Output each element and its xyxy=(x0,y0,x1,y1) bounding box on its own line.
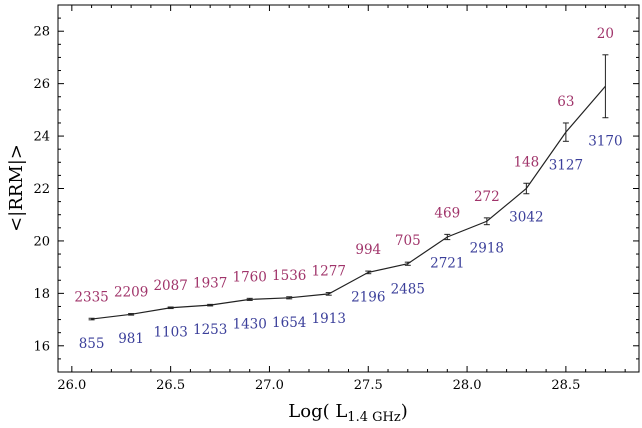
lower-count-label: 1253 xyxy=(193,322,227,338)
lower-count-label: 2485 xyxy=(391,281,425,297)
x-tick-label: 28.0 xyxy=(453,378,482,393)
upper-count-label: 1937 xyxy=(193,275,227,291)
x-tick-label: 28.5 xyxy=(551,378,580,393)
lower-count-label: 981 xyxy=(118,331,144,347)
lower-count-label: 1654 xyxy=(272,315,306,331)
plot-frame xyxy=(57,4,640,373)
axis-tick-labels: 26.0 26.5 27.0 27.5 28.0 28.5 16 18 20 22 24 26 28 xyxy=(33,25,580,393)
x-axis-title-subscript: 1.4 GHz xyxy=(347,410,401,425)
x-tick-label: 26.5 xyxy=(156,378,185,393)
lower-count-label: 855 xyxy=(79,336,105,352)
upper-count-label: 1536 xyxy=(272,268,306,284)
y-tick-label: 28 xyxy=(33,25,50,40)
lower-count-label: 3170 xyxy=(588,134,622,150)
upper-count-label: 272 xyxy=(474,189,500,205)
upper-count-labels: 2335 2209 2087 1937 1760 1536 1277 994 705 469 272… xyxy=(74,26,614,305)
upper-count-label: 2209 xyxy=(114,285,148,301)
x-tick-label: 26.0 xyxy=(57,378,86,393)
upper-count-label: 705 xyxy=(395,233,421,249)
upper-count-label: 2087 xyxy=(153,278,187,294)
lower-count-label: 2918 xyxy=(470,241,504,257)
series-line xyxy=(91,85,606,320)
upper-count-label: 2335 xyxy=(74,289,108,305)
lower-count-label: 3042 xyxy=(509,210,543,226)
x-tick-label: 27.0 xyxy=(255,378,284,393)
x-axis-title: Log( L1.4 GHz) xyxy=(288,401,407,425)
axis-ticks xyxy=(58,5,639,372)
upper-count-label: 1760 xyxy=(233,269,267,285)
lower-count-label: 3127 xyxy=(549,157,583,173)
x-axis-title-main: Log( L xyxy=(288,401,347,422)
upper-count-label: 148 xyxy=(513,154,539,170)
y-tick-label: 20 xyxy=(33,234,50,249)
lower-count-label: 2196 xyxy=(351,290,385,306)
upper-count-label: 469 xyxy=(434,205,460,221)
y-axis-title: <|RRM|> xyxy=(6,144,27,232)
lower-count-label: 1103 xyxy=(153,325,187,341)
y-tick-label: 22 xyxy=(33,182,50,197)
y-tick-label: 24 xyxy=(33,130,50,145)
upper-count-label: 63 xyxy=(557,94,574,110)
lower-count-labels: 855 981 1103 1253 1430 1654 1913 2196 2485 2721 29… xyxy=(79,134,623,352)
upper-count-label: 994 xyxy=(355,242,381,258)
upper-count-label: 1277 xyxy=(312,264,346,280)
y-tick-label: 26 xyxy=(33,77,50,92)
y-tick-label: 18 xyxy=(33,287,50,302)
lower-count-label: 1913 xyxy=(312,311,346,327)
lower-count-label: 2721 xyxy=(430,256,464,272)
x-tick-label: 27.5 xyxy=(354,378,383,393)
x-axis-title-close: ) xyxy=(401,401,408,422)
lower-count-label: 1430 xyxy=(233,316,267,332)
y-tick-label: 16 xyxy=(33,339,50,354)
upper-count-label: 20 xyxy=(597,26,614,42)
